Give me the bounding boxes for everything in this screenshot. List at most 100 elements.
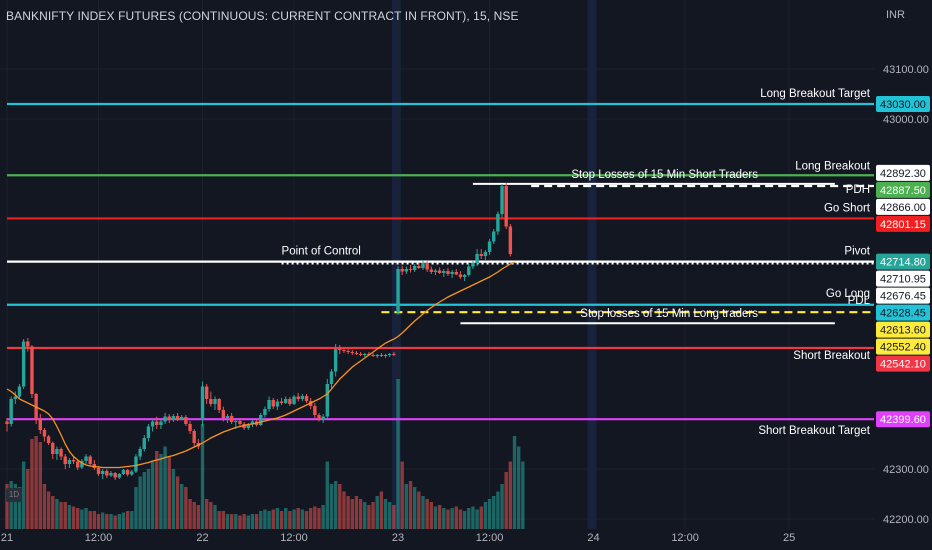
candle-body xyxy=(246,424,250,428)
price-badge xyxy=(876,338,930,355)
candles xyxy=(5,183,513,480)
volume-bar xyxy=(408,481,413,529)
volume-bar xyxy=(329,484,334,529)
candle-body xyxy=(338,349,342,350)
volume-bar xyxy=(5,484,9,529)
volume-bar xyxy=(342,491,346,529)
price-badge-label: 42887.50 xyxy=(880,185,926,197)
candle-body xyxy=(354,353,359,354)
volume-bar xyxy=(213,505,217,529)
volume-bar xyxy=(9,481,13,529)
candle-body xyxy=(392,354,396,355)
volume-bar xyxy=(134,487,138,529)
volume-bar xyxy=(313,506,317,529)
candle-body xyxy=(442,271,446,273)
candle-body xyxy=(417,266,421,268)
volume-bar xyxy=(55,499,59,529)
candle-body xyxy=(188,424,192,431)
price-tick-label: 43100.00 xyxy=(883,64,929,76)
candle-body xyxy=(9,399,13,424)
volume-bar xyxy=(105,514,109,529)
candle-body xyxy=(492,231,496,242)
candle-body xyxy=(21,341,26,387)
candle-body xyxy=(487,241,492,252)
candle-body xyxy=(425,263,429,270)
level-name-label: Pivot xyxy=(844,246,870,258)
candle-body xyxy=(300,396,305,399)
candle-body xyxy=(180,417,184,419)
vwap-path xyxy=(6,261,515,469)
candle-body xyxy=(142,438,146,449)
volume-bars xyxy=(5,379,525,529)
candle-body xyxy=(42,430,47,437)
candle-body xyxy=(204,386,209,399)
price-badge xyxy=(876,411,930,428)
volume-bar xyxy=(296,508,300,529)
volume-bar xyxy=(130,511,134,529)
chart-title: BANKNIFTY INDEX FUTURES (CONTINUOUS: CUR… xyxy=(6,9,519,23)
volume-bar xyxy=(429,502,434,529)
price-badge xyxy=(876,321,930,338)
volume-bar xyxy=(71,506,76,529)
level-name-label: Point of Control xyxy=(282,246,361,258)
price-badge-label: 42676.45 xyxy=(880,291,926,303)
volume-bar xyxy=(446,509,450,529)
price-badge-label: 43030.00 xyxy=(880,99,926,111)
volume-bar xyxy=(442,508,446,529)
candle-body xyxy=(446,271,450,274)
volume-bar xyxy=(142,472,146,529)
interval-badge[interactable]: 1D xyxy=(6,488,22,502)
volume-bar xyxy=(51,496,55,529)
level-name-label: Long Breakout Target xyxy=(760,88,871,100)
price-badge-label: 42714.80 xyxy=(880,257,926,269)
volume-bar xyxy=(250,514,255,529)
candle-body xyxy=(130,471,134,475)
candle-body xyxy=(46,436,51,443)
price-badge xyxy=(876,304,930,321)
candle-body xyxy=(412,266,417,270)
volume-bar xyxy=(92,511,97,529)
candle-body xyxy=(209,399,213,404)
volume-bar xyxy=(367,505,371,529)
volume-bar xyxy=(404,484,409,529)
candle-body xyxy=(26,341,30,347)
price-badge-label: 42710.95 xyxy=(880,274,926,286)
volume-bar xyxy=(34,436,38,529)
volume-bar xyxy=(346,496,350,529)
volume-bar xyxy=(163,446,167,529)
volume-bar xyxy=(217,511,221,529)
price-badge-label: 42542.10 xyxy=(880,359,926,371)
volume-bar xyxy=(471,506,475,529)
volume-bar xyxy=(204,499,209,529)
volume-bar xyxy=(417,491,421,529)
volume-bar xyxy=(267,511,271,529)
time-tick-label: 24 xyxy=(587,532,599,544)
volume-bar xyxy=(26,469,30,529)
time-tick-label: 12:00 xyxy=(671,532,699,544)
volume-bar xyxy=(321,505,325,529)
volume-bar xyxy=(504,472,508,529)
candle-body xyxy=(159,421,163,425)
price-badge xyxy=(876,355,930,372)
candle-body xyxy=(363,354,367,355)
volume-bar xyxy=(496,491,500,529)
volume-bar xyxy=(304,511,309,529)
candle-body xyxy=(30,346,34,394)
volume-bar xyxy=(354,496,359,529)
candle-body xyxy=(321,416,325,419)
volume-bar xyxy=(284,508,288,529)
price-tick-label: 42300.00 xyxy=(883,464,929,476)
candle-body xyxy=(462,275,467,277)
volume-bar xyxy=(358,499,363,529)
volume-bar xyxy=(325,461,330,529)
volume-bar xyxy=(100,512,105,529)
volume-bar xyxy=(338,484,342,529)
candle-body xyxy=(471,263,475,267)
volume-bar xyxy=(76,508,80,529)
volume-bar xyxy=(521,461,525,529)
level-name-label: Go Long xyxy=(826,288,870,300)
annotation-label: Stop losses of 15 Min Long traders xyxy=(580,308,758,320)
candle-body xyxy=(379,355,384,356)
candle-body xyxy=(84,456,88,461)
